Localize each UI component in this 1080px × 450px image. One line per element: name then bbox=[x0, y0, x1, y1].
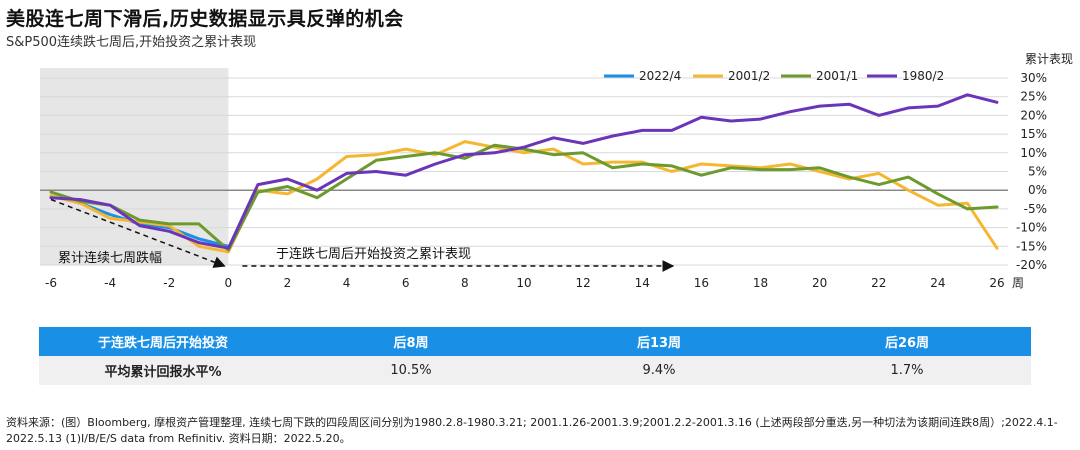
y-axis-label: 累计表现 bbox=[1025, 52, 1073, 66]
table-row: 平均累计回报水平% 10.5% 9.4% 1.7% bbox=[39, 356, 1031, 385]
table-header-cell: 后8周 bbox=[287, 327, 535, 356]
x-tick-label: 16 bbox=[694, 276, 709, 290]
y-tick-label: -5% bbox=[1024, 202, 1047, 216]
y-tick-label: 15% bbox=[1020, 127, 1047, 141]
x-tick-label: 4 bbox=[343, 276, 351, 290]
x-tick-label: 18 bbox=[753, 276, 768, 290]
y-tick-label: -15% bbox=[1016, 239, 1047, 253]
annotation-decline: 累计连续七周跌幅 bbox=[58, 250, 162, 266]
x-tick-label: 26 bbox=[989, 276, 1004, 290]
legend-label: 2001/2 bbox=[728, 69, 770, 83]
decline-arrow bbox=[50, 198, 226, 268]
series-line-2001-2 bbox=[49, 140, 999, 254]
x-tick-label: -4 bbox=[104, 276, 116, 290]
x-tick-label: 20 bbox=[812, 276, 827, 290]
y-tick-label: 0% bbox=[1028, 183, 1047, 197]
x-tick-label: 10 bbox=[516, 276, 531, 290]
y-tick-label: 30% bbox=[1020, 71, 1047, 85]
x-tick-label: 14 bbox=[635, 276, 650, 290]
x-tick-label: 22 bbox=[871, 276, 886, 290]
returns-table: 于连跌七周后开始投资 后8周 后13周 后26周 平均累计回报水平% 10.5%… bbox=[39, 327, 1031, 385]
y-tick-label: -10% bbox=[1016, 221, 1047, 235]
annotation-rebound: 于连跌七周后开始投资之累计表现 bbox=[276, 246, 471, 262]
shaded-region bbox=[40, 68, 229, 265]
table-header-cell: 于连跌七周后开始投资 bbox=[39, 327, 287, 356]
page-title: 美股连七周下滑后,历史数据显示具反弹的机会 bbox=[6, 8, 404, 30]
x-axis-unit: 周 bbox=[1012, 276, 1024, 290]
y-tick-label: 10% bbox=[1020, 146, 1047, 160]
legend-label: 2001/1 bbox=[816, 69, 858, 83]
y-tick-label: 25% bbox=[1020, 90, 1047, 104]
x-tick-label: 2 bbox=[284, 276, 292, 290]
x-tick-label: -6 bbox=[45, 276, 57, 290]
x-tick-label: 6 bbox=[402, 276, 410, 290]
line-chart: -20% -15% -10% -5% 0% 5% 10% 15% 20% 25% 30% 累计表现 -6… bbox=[40, 52, 1073, 290]
y-tick-label: 20% bbox=[1020, 108, 1047, 122]
source-footnote: 资料来源：(图）Bloomberg, 摩根资产管理整理, 连续七周下跌的四段周区… bbox=[6, 416, 1058, 445]
table-header-cell: 后26周 bbox=[783, 327, 1031, 356]
series-line-2001-1 bbox=[49, 143, 999, 252]
y-tick-label: 5% bbox=[1028, 165, 1047, 179]
table-header-cell: 后13周 bbox=[535, 327, 783, 356]
x-tick-label: 0 bbox=[225, 276, 233, 290]
y-tick-label: -20% bbox=[1016, 258, 1047, 272]
x-tick-label: 24 bbox=[930, 276, 945, 290]
series-line-1980-2 bbox=[49, 93, 999, 250]
table-cell: 1.7% bbox=[783, 356, 1031, 385]
x-tick-label: -2 bbox=[163, 276, 175, 290]
legend-label: 1980/2 bbox=[902, 69, 944, 83]
table-row-label: 平均累计回报水平% bbox=[39, 356, 287, 385]
table-cell: 10.5% bbox=[287, 356, 535, 385]
x-tick-label: 8 bbox=[461, 276, 469, 290]
legend-label: 2022/4 bbox=[639, 69, 681, 83]
x-tick-label: 12 bbox=[575, 276, 590, 290]
table-header-row: 于连跌七周后开始投资 后8周 后13周 后26周 bbox=[39, 327, 1031, 356]
table-cell: 9.4% bbox=[535, 356, 783, 385]
page-subtitle: S&P500连续跌七周后,开始投资之累计表现 bbox=[6, 35, 257, 50]
